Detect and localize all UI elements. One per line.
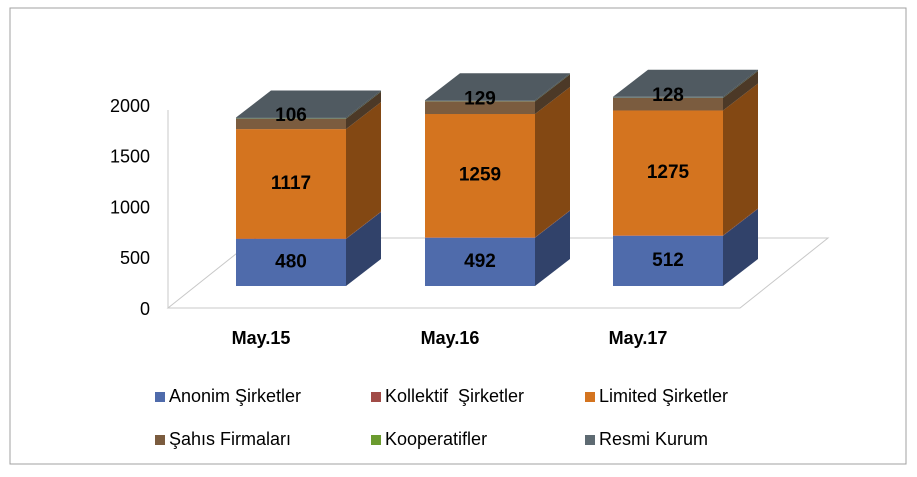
bar-top <box>425 73 570 101</box>
bar-top <box>236 90 381 118</box>
bar-side <box>535 210 570 286</box>
legend-label: Anonim Şirketler <box>169 386 301 406</box>
bar-side <box>535 74 570 115</box>
bar-side <box>723 70 758 98</box>
bar-side <box>723 208 758 286</box>
data-label: 492 <box>464 251 496 272</box>
legend-swatch <box>585 435 595 445</box>
data-label: 106 <box>275 105 307 126</box>
bar-side <box>346 91 381 119</box>
data-label: 1259 <box>459 165 501 186</box>
legend-swatch <box>371 435 381 445</box>
x-tick-label: May.17 <box>609 328 668 348</box>
bar-segment <box>236 129 346 239</box>
bar-side <box>535 87 570 238</box>
bar-segment <box>425 237 535 286</box>
bar-side <box>723 69 758 98</box>
bar-segment <box>613 110 723 236</box>
y-tick-label: 2000 <box>110 96 150 116</box>
bar-side <box>346 211 381 239</box>
data-label: 512 <box>652 250 684 271</box>
legend-label: Kooperatifler <box>385 429 487 449</box>
y-tick-label: 1000 <box>110 197 150 217</box>
legend-label: Şahıs Firmaları <box>169 429 291 449</box>
bar-segment <box>236 238 346 286</box>
bar-side <box>535 73 570 102</box>
bar-side <box>346 90 381 119</box>
bar-segment <box>425 100 535 102</box>
bar-segment <box>236 117 346 119</box>
bar-segment <box>425 114 535 238</box>
data-label: 128 <box>652 85 684 106</box>
bar-side <box>535 74 570 102</box>
legend-swatch <box>155 392 165 402</box>
floor <box>166 237 830 309</box>
bar-segment <box>613 96 723 98</box>
data-label: 480 <box>275 251 307 272</box>
bar-segment <box>236 118 346 130</box>
data-label: 1117 <box>271 173 311 194</box>
legend-label: Resmi Kurum <box>599 429 708 449</box>
legend-swatch <box>155 435 165 445</box>
bar-side <box>346 102 381 239</box>
y-tick-label: 0 <box>140 299 150 319</box>
legend-swatch <box>585 392 595 402</box>
bar-segment <box>613 235 723 286</box>
data-label: 1275 <box>647 162 690 183</box>
bar-side <box>346 211 381 286</box>
x-tick-label: May.16 <box>421 328 480 348</box>
bar-side <box>723 208 758 236</box>
data-label: 129 <box>464 89 496 110</box>
x-tick-label: May.15 <box>232 328 291 348</box>
bar-top <box>613 69 758 97</box>
bar-segment <box>425 101 535 115</box>
bar-side <box>723 70 758 111</box>
y-tick-label: 500 <box>120 248 150 268</box>
y-tick-label: 1500 <box>110 147 150 167</box>
legend-label: Kollektif Şirketler <box>385 386 524 406</box>
legend-swatch <box>371 392 381 402</box>
legend-label: Limited Şirketler <box>599 386 728 406</box>
bar-segment <box>613 97 723 111</box>
bar-side <box>346 91 381 130</box>
bar-side <box>723 83 758 236</box>
bar-side <box>535 210 570 238</box>
